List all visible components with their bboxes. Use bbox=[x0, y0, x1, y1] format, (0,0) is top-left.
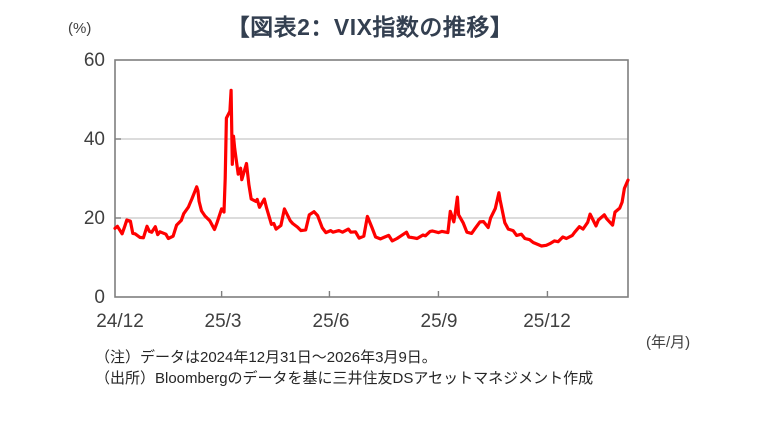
x-tick-2512: 25/12 bbox=[523, 311, 571, 332]
x-tick-256: 25/6 bbox=[312, 311, 350, 332]
plot-border bbox=[114, 59, 629, 298]
x-tick-253: 25/3 bbox=[204, 311, 242, 332]
y-tick-40: 40 bbox=[83, 129, 105, 150]
note-source: （出所）Bloombergのデータを基に三井住友DSアセットマネジメント作成 bbox=[95, 370, 594, 387]
x-tick-2412: 24/12 bbox=[96, 311, 144, 332]
vix-series-line bbox=[113, 88, 630, 248]
y-tick-20: 20 bbox=[83, 208, 105, 229]
note-data-range: （注）データは2024年12月31日～2026年3月9日。 bbox=[95, 349, 437, 366]
footnotes: （注）データは2024年12月31日～2026年3月9日。 （出所）Bloomb… bbox=[95, 347, 593, 389]
y-axis-unit-label: (%) bbox=[68, 20, 92, 37]
y-tick-0: 0 bbox=[94, 287, 105, 308]
chart-title: 【図表2：VIX指数の推移】 bbox=[226, 14, 514, 40]
x-axis-unit-label: (年/月) bbox=[646, 334, 691, 351]
y-tick-60: 60 bbox=[83, 50, 105, 71]
x-tick-259: 25/9 bbox=[420, 311, 458, 332]
